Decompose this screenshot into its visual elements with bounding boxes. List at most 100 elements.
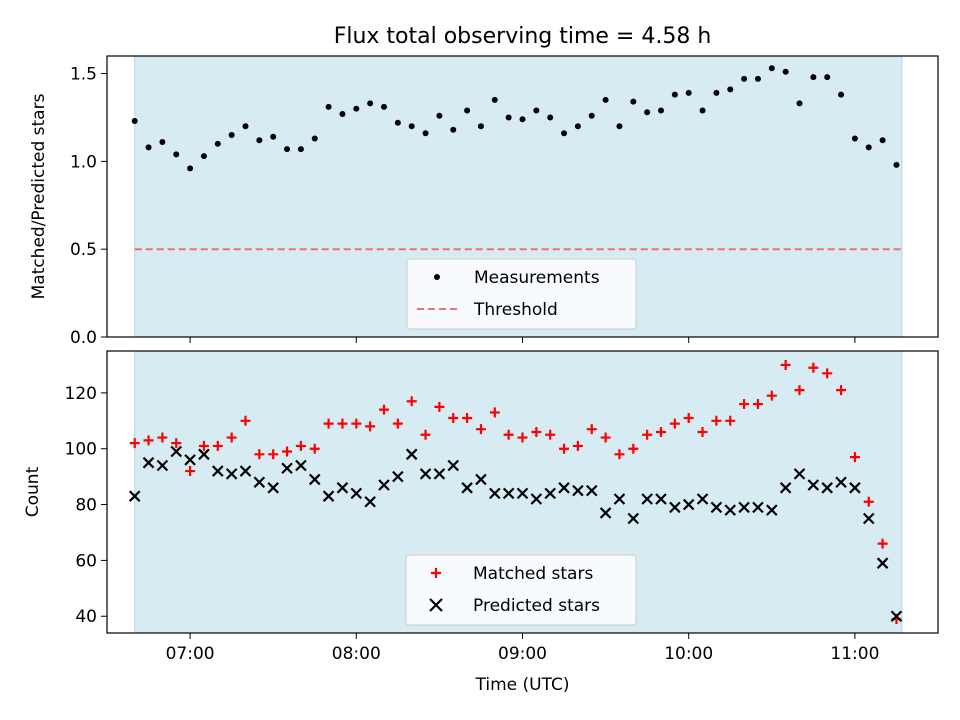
predicted-point [447,459,460,472]
predicted-point [170,445,183,458]
series-measurements [131,65,900,172]
measurement-point [464,107,471,114]
measurement-point [339,110,346,117]
predicted-point [530,493,543,505]
y-tick-label: 80 [75,496,97,516]
matched-point [365,421,376,432]
matched-point [406,396,417,407]
matched-point [863,496,874,507]
measurement-point [741,75,748,82]
matched-point [254,449,265,460]
measurement-point [630,98,637,105]
legend-box [406,258,637,330]
measurement-point [131,117,138,124]
measurement-point [270,133,277,140]
matched-point [503,429,514,440]
matched-point [780,359,791,370]
measurement-point [671,91,678,98]
matched-point [129,438,140,449]
matched-point [282,446,293,457]
matched-point [462,413,473,424]
predicted-point [752,501,764,514]
measurement-point [768,65,775,72]
measurement-point [353,105,360,112]
matched-point [614,449,625,460]
predicted-point [876,557,889,569]
measurement-point [159,139,166,146]
predicted-point [779,482,792,494]
y-tick-label: 0.5 [70,240,97,260]
x-tick-label: 11:00 [830,644,879,664]
x-tick-label: 07:00 [166,644,215,664]
top-panel: 0.0 0.5 1.0 1.5 Matched/Predicted stars Flux … [29,24,939,348]
matched-point [877,538,888,549]
measurement-point [782,68,789,75]
matched-point [559,443,570,454]
predicted-point [350,487,363,500]
legend: Measurements Threshold [406,258,637,330]
matched-point [739,399,750,410]
measurement-point [173,151,180,158]
measurement-point [519,116,526,123]
measurement-point [754,75,761,82]
matched-point [226,432,237,443]
matched-point [143,435,154,446]
measurement-point [796,100,803,107]
matched-point [420,429,431,440]
measurement-point [477,123,484,130]
matched-point [475,424,486,435]
predicted-point [475,473,487,486]
matched-point [157,432,168,443]
predicted-point [281,462,293,475]
predicted-point [295,459,307,472]
predicted-point [184,454,196,466]
measurement-point [436,112,443,119]
predicted-point [793,468,806,480]
matched-point [489,407,500,418]
y-tick-label: 40 [75,607,97,627]
measurement-point [284,146,291,153]
measurement-point [228,132,235,139]
y-tick-label: 1.0 [70,152,97,172]
matched-point [212,440,223,451]
matched-point [849,452,860,463]
measurement-point [616,123,623,130]
measurement-point [311,135,318,142]
predicted-point [724,504,737,516]
measurement-point [242,123,249,130]
measurement-point [408,123,415,130]
legend-measurement-swatch [434,274,440,280]
predicted-point [807,479,820,491]
measurement-point [658,107,664,114]
legend-predicted-swatch [429,598,443,612]
predicted-point [655,493,667,505]
matched-point [309,443,320,454]
matched-point [351,418,362,429]
predicted-point [322,490,335,502]
y-tick-label: 120 [65,384,97,404]
predicted-point [738,501,750,514]
predicted-point [502,487,515,500]
measurement-point [491,96,498,103]
matched-point [794,385,805,396]
measurement-point [547,114,554,121]
bottom-panel: 40 60 80 100 120 07:00 08:00 09:00 10:00 11:00 Cou… [23,350,939,695]
predicted-point [225,468,238,480]
measurement-point [561,130,568,137]
measurement-point [200,153,207,160]
matched-point [171,438,182,449]
measurement-point [394,119,401,126]
matched-point [531,426,542,437]
measurement-point [574,123,581,130]
matched-point [669,418,680,429]
matched-point [656,426,666,437]
measurement-point [422,130,429,137]
predicted-point [544,487,556,500]
measurement-point [381,103,387,110]
x-tick-label: 10:00 [664,644,713,664]
predicted-point [212,465,224,477]
matched-point [808,362,819,373]
matched-point [572,440,583,451]
predicted-point [128,490,141,502]
measurement-point [810,74,817,81]
